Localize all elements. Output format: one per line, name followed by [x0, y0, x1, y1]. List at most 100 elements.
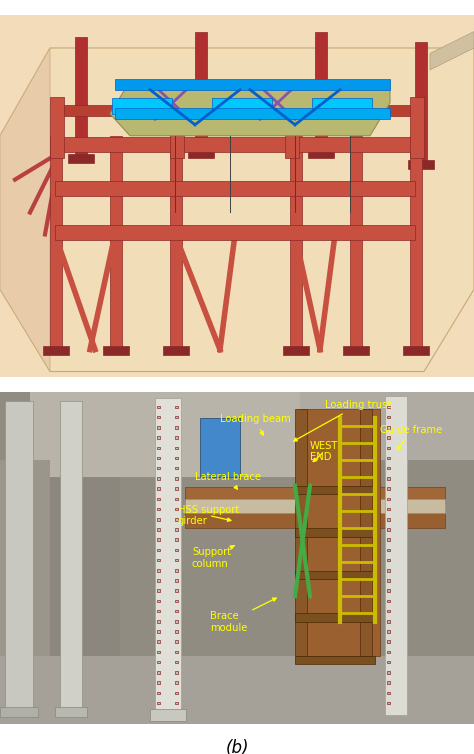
Bar [157, 549, 160, 551]
Bar [175, 702, 178, 704]
Bar [157, 599, 160, 602]
Bar [387, 457, 390, 459]
Bar [157, 437, 160, 439]
Bar [387, 559, 390, 562]
Bar [112, 99, 172, 114]
Bar [157, 630, 160, 633]
Bar [55, 181, 415, 196]
Bar [175, 610, 178, 612]
Bar [385, 397, 407, 716]
Bar [157, 529, 160, 531]
Bar [387, 416, 390, 418]
Bar [175, 661, 178, 664]
Bar [315, 32, 327, 152]
Bar [115, 109, 390, 119]
Bar [175, 498, 178, 500]
Text: WEST
END: WEST END [310, 441, 338, 462]
Bar [110, 136, 122, 350]
Bar [387, 569, 390, 572]
Bar [295, 656, 375, 664]
Bar [387, 426, 390, 429]
Bar [175, 457, 178, 459]
Bar [410, 136, 422, 350]
Bar [185, 499, 445, 513]
Bar [295, 486, 375, 494]
Bar [50, 136, 62, 350]
Text: Loading beam: Loading beam [220, 414, 291, 435]
Bar [157, 559, 160, 562]
Bar [55, 136, 415, 152]
Bar [157, 477, 160, 480]
Bar [360, 409, 372, 656]
Bar [155, 398, 181, 719]
Bar [157, 671, 160, 673]
Bar [387, 702, 390, 704]
Bar [60, 400, 82, 716]
Bar [387, 549, 390, 551]
Bar [387, 446, 390, 449]
Bar [295, 409, 307, 656]
Bar [387, 518, 390, 520]
Bar [43, 346, 69, 355]
Bar [157, 538, 160, 541]
Bar [157, 487, 160, 490]
Text: Support
column: Support column [192, 546, 234, 569]
Bar [387, 498, 390, 500]
Bar [175, 620, 178, 623]
Bar [175, 599, 178, 602]
Bar [308, 149, 334, 158]
Bar [212, 99, 272, 114]
Bar [387, 579, 390, 582]
Bar [175, 549, 178, 551]
Bar [387, 691, 390, 694]
Bar [195, 32, 207, 152]
Bar [175, 590, 178, 592]
Bar [350, 136, 362, 350]
Bar [175, 640, 178, 643]
Bar [0, 706, 38, 717]
Bar [157, 569, 160, 572]
Text: Lateral brace: Lateral brace [195, 472, 261, 489]
Bar [157, 610, 160, 612]
Bar [175, 559, 178, 562]
Bar [157, 682, 160, 684]
Bar [387, 406, 390, 408]
Bar [175, 406, 178, 408]
Bar [175, 579, 178, 582]
Bar [387, 529, 390, 531]
Bar [175, 691, 178, 694]
Bar [343, 346, 369, 355]
Bar [170, 97, 184, 158]
Bar [387, 620, 390, 623]
Polygon shape [430, 32, 474, 70]
Bar [170, 136, 182, 350]
Bar [283, 346, 309, 355]
Bar [115, 78, 390, 90]
Bar [408, 160, 434, 169]
Bar [387, 477, 390, 480]
Bar [387, 467, 390, 470]
Bar [175, 507, 178, 510]
Bar [387, 630, 390, 633]
Bar [157, 416, 160, 418]
Bar [68, 155, 94, 163]
Bar [175, 467, 178, 470]
Bar [157, 691, 160, 694]
Text: (a): (a) [225, 397, 249, 415]
Bar [157, 426, 160, 429]
Bar [75, 37, 87, 158]
Bar [175, 682, 178, 684]
Bar [55, 105, 415, 116]
Bar [175, 416, 178, 418]
Bar [175, 518, 178, 520]
Bar [387, 590, 390, 592]
Bar [157, 590, 160, 592]
Bar [175, 651, 178, 653]
Bar [175, 671, 178, 673]
Bar [157, 651, 160, 653]
Bar [387, 651, 390, 653]
Bar [387, 599, 390, 602]
Bar [185, 487, 445, 503]
Bar [387, 437, 390, 439]
Bar [290, 136, 302, 350]
